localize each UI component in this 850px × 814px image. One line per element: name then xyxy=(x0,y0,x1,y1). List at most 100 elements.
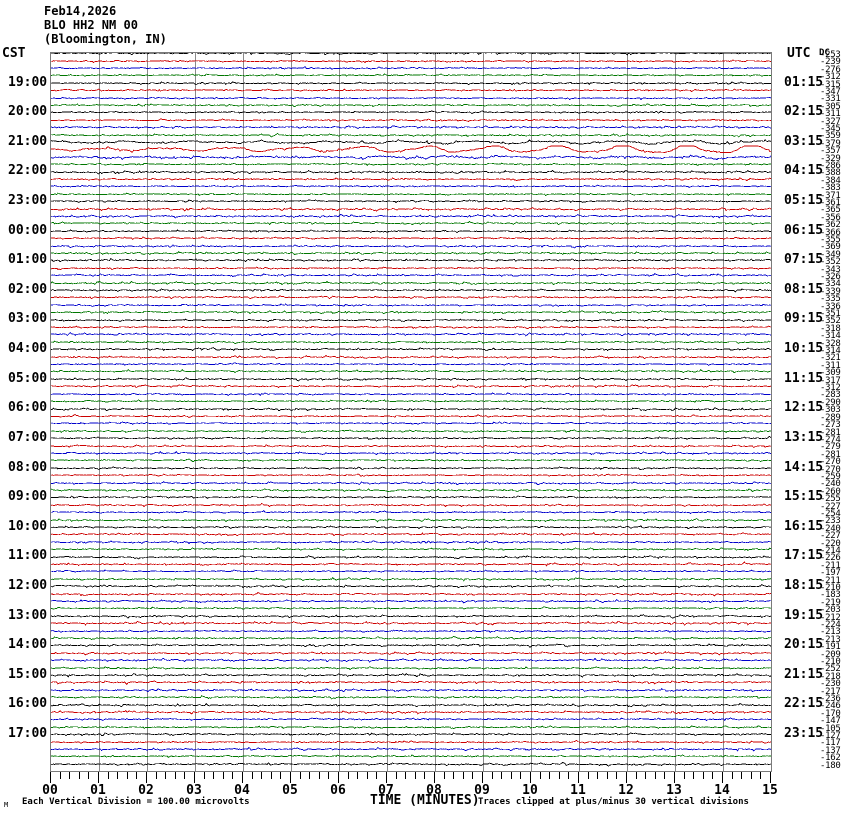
seismic-trace xyxy=(51,362,771,367)
seismic-trace xyxy=(51,525,771,530)
axis-tick-minor xyxy=(655,772,656,779)
seismic-trace xyxy=(51,280,771,285)
axis-tick-minor xyxy=(357,772,358,779)
axis-tick-minor xyxy=(309,772,310,779)
axis-tick-minor xyxy=(568,772,569,779)
axis-tick-major xyxy=(578,772,579,783)
dc-value: -212 xyxy=(820,612,841,623)
minute-gridline xyxy=(99,53,100,771)
dc-value: -220 xyxy=(820,538,841,549)
dc-value: -170 xyxy=(820,708,841,719)
dc-value: -312 xyxy=(820,72,841,83)
dc-value: -349 xyxy=(820,249,841,260)
dc-value: -356 xyxy=(820,212,841,223)
axis-tick-minor xyxy=(760,772,761,779)
seismic-trace xyxy=(51,421,771,426)
right-hour-label: 23:15 xyxy=(784,725,824,741)
dc-value: -326 xyxy=(820,272,841,283)
seismic-trace xyxy=(51,702,771,707)
left-hour-label: 03:00 xyxy=(8,311,48,327)
axis-tick-minor xyxy=(645,772,646,779)
seismic-trace xyxy=(51,110,771,115)
axis-tick-minor xyxy=(684,772,685,779)
dc-value: -214 xyxy=(820,545,841,556)
axis-tick-major xyxy=(98,772,99,783)
seismogram-plot[interactable] xyxy=(50,52,772,772)
seismic-trace xyxy=(51,643,771,648)
x-axis-tick-label: 11 xyxy=(570,783,586,798)
axis-tick-minor xyxy=(751,772,752,779)
dc-value: -240 xyxy=(820,523,841,534)
seismic-trace xyxy=(51,635,771,641)
scale-note: Each Vertical Division = 100.00 microvol… xyxy=(22,797,250,807)
dc-value: -279 xyxy=(820,442,841,453)
right-hour-label: 08:15 xyxy=(784,281,824,297)
left-hour-label: 17:00 xyxy=(8,725,48,741)
seismic-trace xyxy=(51,154,771,161)
seismic-trace xyxy=(51,288,771,293)
seismic-trace xyxy=(51,229,771,233)
axis-tick-minor xyxy=(703,772,704,779)
dc-value: -255 xyxy=(820,494,841,505)
seismic-trace xyxy=(51,576,771,582)
dc-value: -347 xyxy=(820,87,841,97)
axis-tick-minor xyxy=(252,772,253,779)
axis-tick-minor xyxy=(732,772,733,779)
axis-tick-major xyxy=(242,772,243,783)
corner-mark: M xyxy=(4,801,9,809)
axis-tick-minor xyxy=(184,772,185,779)
dc-value: -246 xyxy=(820,701,841,712)
seismic-trace xyxy=(51,473,771,477)
dc-value: -191 xyxy=(820,642,841,653)
dc-value: -219 xyxy=(820,597,841,608)
seismic-trace xyxy=(51,169,771,175)
dc-value: -305 xyxy=(820,101,841,112)
dc-value: -383 xyxy=(820,183,841,194)
right-hour-label: 14:15 xyxy=(784,459,824,475)
dc-value: -286 xyxy=(820,161,841,172)
minute-gridline xyxy=(483,53,484,771)
seismic-trace xyxy=(51,118,771,122)
dc-value: -331 xyxy=(820,94,841,105)
x-axis-tick-label: 15 xyxy=(762,783,778,798)
minute-gridline xyxy=(291,53,292,771)
dc-value: -352 xyxy=(820,316,841,327)
seismic-trace xyxy=(51,739,771,744)
axis-tick-minor xyxy=(511,772,512,779)
seismic-trace xyxy=(51,96,771,100)
left-hour-label: 23:00 xyxy=(8,193,48,209)
left-hour-label: 13:00 xyxy=(8,607,48,623)
seismic-trace xyxy=(51,629,771,633)
minute-gridline xyxy=(531,53,532,771)
minute-gridline xyxy=(435,53,436,771)
dc-value: -260 xyxy=(820,486,841,497)
axis-tick-minor xyxy=(492,772,493,779)
seismic-trace xyxy=(51,258,771,263)
dc-value: -274 xyxy=(820,434,841,445)
right-hour-label: 22:15 xyxy=(784,696,824,712)
seismic-trace xyxy=(51,53,771,56)
axis-tick-minor xyxy=(549,772,550,779)
time-axis: 00 01 02 03 04 05 06 07 08 09 10 11 12 13 14 15 xyxy=(42,772,778,798)
seismic-trace xyxy=(51,435,771,441)
axis-tick-minor xyxy=(79,772,80,779)
right-hour-label: 17:15 xyxy=(784,548,824,564)
dc-value: -283 xyxy=(820,390,841,401)
axis-tick-major xyxy=(482,772,483,783)
seismic-trace xyxy=(51,399,771,404)
axis-tick-minor xyxy=(520,772,521,779)
dc-value: -311 xyxy=(820,360,841,371)
left-hour-label: 15:00 xyxy=(8,666,48,682)
seismic-trace xyxy=(51,458,771,463)
seismic-trace xyxy=(51,657,771,663)
dc-value: -311 xyxy=(820,109,841,120)
dc-value: -276 xyxy=(820,64,841,75)
seismic-trace xyxy=(51,236,771,241)
dc-value: -379 xyxy=(820,138,841,149)
x-axis-tick-label: 08 xyxy=(426,783,442,798)
seismic-trace xyxy=(51,243,771,249)
seismic-trace xyxy=(51,81,771,85)
dc-value: -384 xyxy=(820,175,841,186)
minute-gridline xyxy=(195,53,196,771)
axis-tick-minor xyxy=(415,772,416,779)
